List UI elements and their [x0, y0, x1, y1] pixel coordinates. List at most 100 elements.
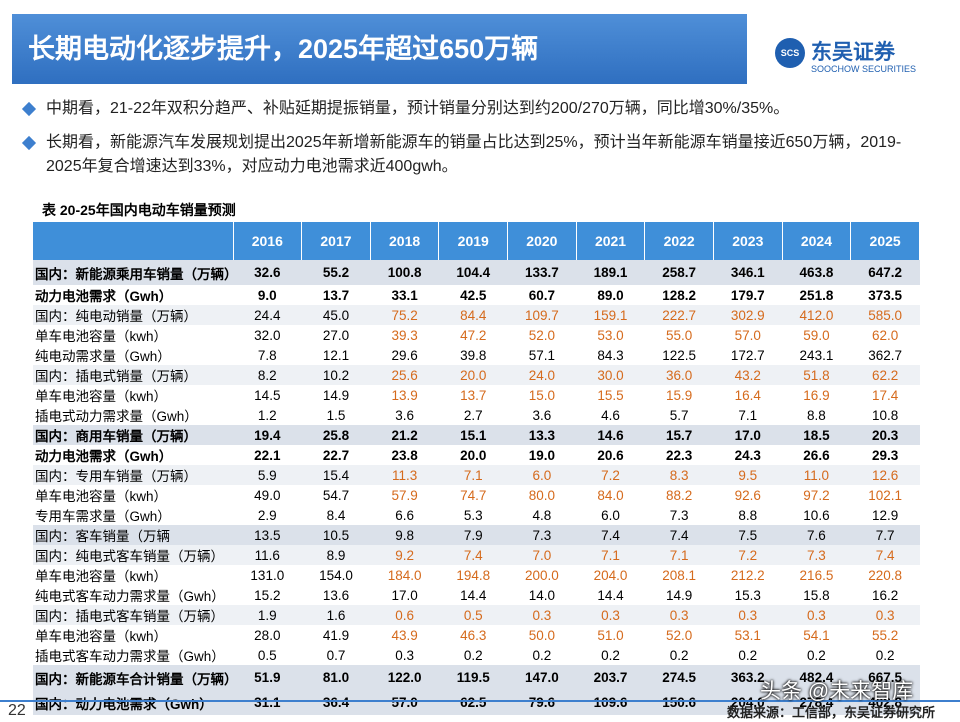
cell: 10.6 [803, 507, 830, 523]
cell: 39.3 [391, 327, 418, 343]
cell: 6.6 [395, 507, 414, 523]
cell: 7.3 [782, 545, 851, 565]
cell: 8.2 [233, 365, 302, 385]
cell: 0.2 [875, 647, 895, 663]
cell: 19.4 [233, 425, 302, 445]
cell: 15.7 [644, 425, 714, 445]
cell: 20.0 [438, 365, 508, 385]
cell: 13.7 [460, 387, 487, 403]
logo: SCS 东吴证券 SOOCHOW SECURITIES [775, 36, 945, 80]
cell: 179.7 [730, 287, 765, 303]
cell: 6.0 [507, 465, 577, 485]
cell: 585.0 [850, 305, 920, 325]
cell: 131.0 [250, 567, 285, 583]
cell: 0.3 [507, 605, 577, 625]
row-label: 国内：新能源乘用车销量（万辆） [33, 260, 238, 285]
cell: 5.3 [463, 507, 483, 523]
logo-name: 东吴证券 [811, 41, 895, 64]
source: 数据来源：工信部，东吴证券研究所 [726, 705, 935, 720]
cell: 278.4 [782, 690, 851, 715]
row-label: 插电式客车动力需求量（Gwh） [35, 649, 225, 664]
cell: 11.0 [782, 465, 851, 485]
cell: 0.5 [257, 647, 277, 663]
cell: 14.9 [322, 387, 350, 403]
cell: 17.4 [871, 387, 899, 403]
cell: 7.4 [576, 525, 645, 545]
cell: 39.8 [460, 347, 487, 363]
cell: 84.3 [597, 347, 624, 363]
column-header: 2019 [438, 222, 509, 260]
cell: 13.6 [322, 587, 350, 603]
cell: 17.0 [391, 587, 418, 603]
cell: 3.6 [532, 407, 552, 423]
column-header: 2018 [370, 222, 440, 260]
cell: 32.0 [254, 327, 281, 343]
cell: 7.9 [438, 525, 508, 545]
cell: 119.5 [438, 665, 508, 690]
cell: 274.5 [644, 665, 714, 690]
cell: 16.2 [871, 587, 899, 603]
cell: 55.2 [301, 260, 371, 285]
cell: 84.4 [438, 305, 508, 325]
cell: 54.7 [322, 487, 350, 503]
cell: 1.9 [233, 605, 302, 625]
table-caption: 表 20-25年国内电动车销量预测 [42, 202, 236, 218]
cell: 62.2 [850, 365, 920, 385]
cell: 10.8 [871, 407, 899, 423]
cell: 22.7 [322, 447, 350, 463]
header-row: 2016 2017 2018 2019 2020 2021 2022 2023 2024 2025 [33, 222, 920, 260]
cell: 55.2 [871, 627, 899, 643]
cell: 14.4 [460, 587, 487, 603]
table-row: 单车电池容量（kwh） 32.0 27.0 39.3 47.2 52.0 53.0 55.0 5… [33, 325, 920, 345]
table-row: 国内：客车销量（万辆 13.5 10.5 9.8 7.9 7.3 7.4 7.4 7.5 7.6 7… [33, 525, 920, 545]
cell: 45.0 [301, 305, 371, 325]
cell: 104.4 [438, 260, 508, 285]
cell: 55.0 [666, 327, 693, 343]
cell: 0.3 [576, 605, 645, 625]
cell: 0.3 [395, 647, 414, 663]
cell: 24.4 [233, 305, 302, 325]
cell: 26.6 [803, 447, 830, 463]
cell: 75.2 [370, 305, 439, 325]
cell: 31.1 [233, 690, 302, 715]
cell: 20.3 [850, 425, 920, 445]
cell: 84.0 [597, 487, 624, 503]
cell: 57.0 [734, 327, 761, 343]
bullets: 中期看，21-22年双积分趋严、补贴延期提振销量，预计销量分别达到约200/27… [20, 97, 925, 189]
column-header: 2017 [301, 222, 371, 260]
cell: 0.3 [644, 605, 714, 625]
table-row: 国内：商用车销量（万辆） 19.4 25.8 21.2 15.1 13.3 14.6 15.7… [33, 425, 920, 445]
cell: 208.1 [662, 567, 697, 583]
cell: 17.0 [713, 425, 783, 445]
cell: 0.2 [601, 647, 620, 663]
cell: 89.0 [597, 287, 624, 303]
cell: 62.0 [871, 327, 899, 343]
row-label: 单车电池容量（kwh） [35, 569, 168, 584]
cell: 150.6 [644, 690, 714, 715]
cell: 7.8 [257, 347, 277, 363]
cell: 4.6 [601, 407, 620, 423]
cell: 216.5 [799, 567, 834, 583]
row-label: 国内：纯电动销量（万辆） [33, 305, 233, 325]
cell: 109.6 [576, 690, 645, 715]
table-row: 动力电池需求（Gwh） 9.0 13.7 33.1 42.5 60.7 89.0 128.2 1… [33, 285, 920, 305]
cell: 346.1 [713, 260, 783, 285]
cell: 51.8 [782, 365, 851, 385]
cell: 7.4 [438, 545, 508, 565]
cell: 184.0 [387, 567, 422, 583]
cell: 15.8 [803, 587, 830, 603]
cell: 7.2 [713, 545, 783, 565]
cell: 0.7 [326, 647, 346, 663]
cell: 7.1 [738, 407, 758, 423]
cell: 15.5 [597, 387, 624, 403]
cell: 10.2 [301, 365, 371, 385]
cell: 27.0 [322, 327, 350, 343]
cell: 41.9 [322, 627, 350, 643]
cell: 25.8 [301, 425, 371, 445]
cell: 14.5 [254, 387, 281, 403]
cell: 36.4 [301, 690, 371, 715]
cell: 46.3 [460, 627, 487, 643]
cell: 7.2 [576, 465, 645, 485]
cell: 0.5 [438, 605, 508, 625]
cell: 7.1 [576, 545, 645, 565]
